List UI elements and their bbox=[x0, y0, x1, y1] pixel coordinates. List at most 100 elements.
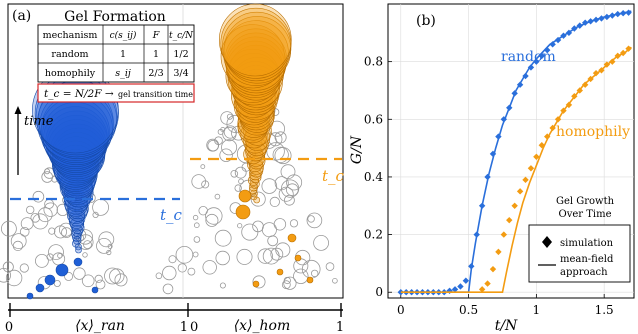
sim-point-random bbox=[533, 58, 540, 65]
panel-b-xlabel: t/N bbox=[495, 318, 518, 334]
sim-point-random bbox=[468, 263, 475, 270]
bubble-outline bbox=[285, 183, 299, 197]
bubble-outline bbox=[192, 214, 199, 221]
formula-box: t_c = N/2F → gel transition time bbox=[37, 83, 195, 103]
bubble-outline bbox=[217, 128, 224, 135]
bubble-outline bbox=[107, 243, 113, 249]
bubble-outline bbox=[155, 272, 163, 280]
sim-point-homophily bbox=[522, 176, 529, 184]
x-tick-label: 1.5 bbox=[595, 303, 614, 317]
bubble-outline bbox=[325, 262, 335, 271]
sim-point-homophily bbox=[484, 280, 491, 287]
time-label: time bbox=[24, 114, 54, 129]
sim-point-random bbox=[446, 287, 453, 294]
panel-b: 0 0.5 1 1.5 0 0.2 0.4 0.6 0.8 (b) random homophi… bbox=[349, 3, 635, 334]
sim-point-random bbox=[598, 15, 605, 22]
bubble-outline bbox=[241, 162, 251, 172]
sim-point-homophily bbox=[506, 216, 513, 224]
legend-label-meanfield-1: mean-field bbox=[560, 254, 614, 265]
bubble-outline bbox=[252, 275, 266, 289]
xtick-left-0: 0 bbox=[5, 320, 13, 334]
bubble-outline bbox=[168, 255, 177, 264]
bubble-outline bbox=[162, 265, 177, 281]
bubble-outline bbox=[10, 233, 27, 250]
bubble-outline bbox=[274, 147, 292, 165]
bubble-outline bbox=[205, 207, 223, 225]
bubble-homophily bbox=[287, 233, 297, 243]
sim-point-random bbox=[495, 133, 502, 140]
inset-title-line1: Gel Growth bbox=[556, 196, 615, 207]
bubble-giant-random bbox=[72, 232, 82, 243]
table-header-mechanism: mechanism bbox=[43, 30, 98, 41]
bubble-outline bbox=[57, 253, 63, 259]
bubble-homophily bbox=[235, 204, 251, 220]
sim-point-homophily bbox=[478, 286, 486, 293]
sim-point-homophily bbox=[554, 116, 562, 123]
bubble-outline bbox=[64, 271, 74, 281]
sim-point-random bbox=[538, 52, 545, 60]
bubble-outline bbox=[283, 194, 295, 206]
sim-point-random bbox=[516, 81, 524, 88]
bubble-outline bbox=[48, 244, 64, 261]
bubble-outline bbox=[191, 174, 207, 189]
sim-point-random bbox=[457, 283, 464, 290]
bubble-outline bbox=[0, 220, 17, 237]
bubble-outline bbox=[230, 170, 239, 178]
bubble-outline bbox=[234, 166, 247, 179]
bubble-outline bbox=[162, 283, 174, 295]
bubble-outline bbox=[261, 178, 278, 194]
gel-formation-table: Gel Formation mechanism c(s_ij) F t_c/N … bbox=[37, 9, 195, 83]
bubble-outline bbox=[311, 269, 319, 278]
sim-point-random bbox=[527, 64, 535, 71]
bubble-giant-random bbox=[47, 119, 106, 178]
bubble-outline bbox=[281, 280, 291, 290]
bubble-outline bbox=[236, 248, 253, 265]
bubble-outline bbox=[48, 227, 56, 235]
bubble-outline bbox=[280, 164, 296, 180]
legend-marker-diamond bbox=[542, 236, 552, 248]
bubble-outline bbox=[26, 205, 35, 215]
bubble-giant-homophily bbox=[237, 105, 271, 138]
sim-point-random bbox=[619, 10, 627, 17]
bubble-outline bbox=[98, 231, 115, 248]
bubble-outline bbox=[221, 139, 238, 156]
bubble-outline bbox=[250, 191, 266, 207]
bubble-outline bbox=[274, 176, 289, 191]
label-random: random bbox=[501, 49, 556, 65]
bubble-homophily bbox=[238, 189, 252, 203]
bubble-outline bbox=[219, 282, 226, 289]
bubble-outline bbox=[286, 174, 303, 191]
bubble-outline bbox=[220, 111, 234, 125]
sim-point-homophily bbox=[560, 107, 567, 114]
sim-point-homophily bbox=[527, 165, 535, 172]
tc-label-random: t_c bbox=[160, 206, 183, 224]
sim-point-homophily bbox=[533, 153, 540, 160]
bubble-outline bbox=[53, 279, 61, 287]
sim-point-random bbox=[489, 150, 497, 158]
bubble-outline bbox=[104, 267, 121, 285]
panel-b-frame bbox=[387, 3, 635, 299]
bubble-giant-homophily bbox=[231, 57, 283, 108]
bubble-outline bbox=[106, 249, 112, 256]
bubble-outline bbox=[306, 212, 323, 229]
table-cell: 1/2 bbox=[173, 49, 188, 60]
legend-frame bbox=[528, 224, 631, 283]
bubble-outline bbox=[214, 229, 232, 247]
bubble-outline bbox=[19, 263, 29, 273]
bubble-outline bbox=[187, 267, 196, 276]
sim-point-homophily bbox=[587, 75, 594, 83]
sim-point-homophily bbox=[571, 93, 578, 100]
bubble-giant-random bbox=[63, 190, 89, 215]
sim-point-random bbox=[500, 116, 508, 123]
y-tick-label: 0 bbox=[375, 285, 383, 299]
y-tick-label: 0.6 bbox=[364, 112, 383, 126]
table-cell: homophily bbox=[45, 68, 96, 79]
bubble-outline bbox=[307, 215, 315, 223]
panel-b-label: (b) bbox=[416, 13, 436, 29]
bubble-outline bbox=[32, 190, 45, 203]
bubble-outline bbox=[237, 223, 243, 229]
bubble-outline bbox=[30, 213, 41, 223]
table-cell: 1 bbox=[153, 49, 159, 60]
bubble-outline bbox=[2, 261, 14, 273]
bubble-outline bbox=[289, 219, 299, 228]
